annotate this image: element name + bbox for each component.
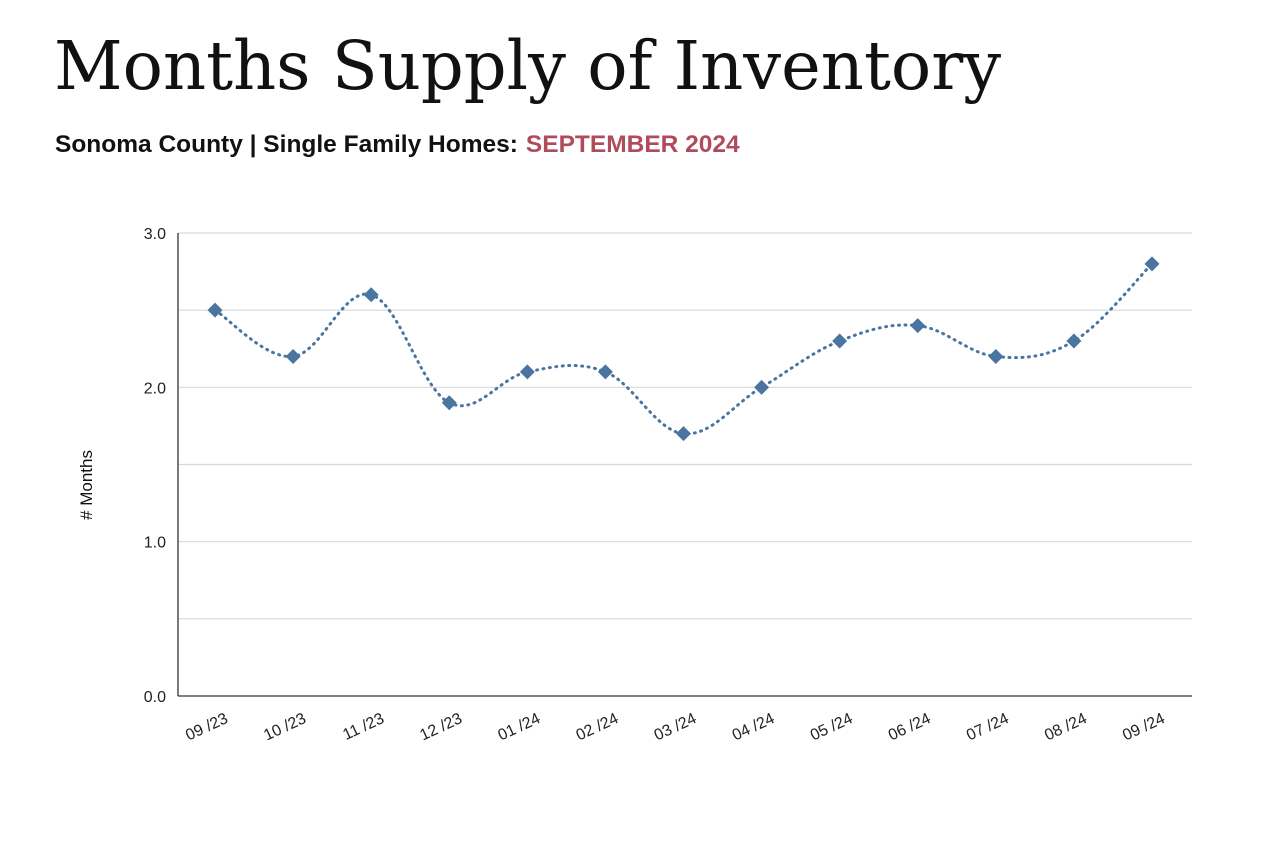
x-tick-label: 09 /23 [183,710,231,744]
x-tick-label: 04 /24 [730,710,778,744]
y-tick-label: 2.0 [144,380,166,397]
page-subtitle: Sonoma County | Single Family Homes: SEPT… [55,131,740,159]
x-tick-label: 06 /24 [886,710,934,744]
data-point-marker [1144,256,1160,272]
x-tick-label: 03 /24 [652,710,700,744]
x-tick-label: 11 /23 [340,710,387,744]
data-point-marker [363,287,379,303]
series-line [213,262,1154,436]
data-point-marker [519,364,535,380]
series [207,256,1160,442]
y-axis-title: # Months [77,450,96,520]
data-point-marker [676,426,691,442]
tick-labels: 0.0 1.0 2.0 3.0 09 /23 10 /23 11 /23 12 /23 01 /… [144,226,1168,744]
subtitle-period: SEPTEMBER 2024 [525,131,740,158]
x-tick-label: 10 /23 [261,710,309,744]
y-tick-label: 3.0 [144,226,166,243]
axes [177,233,1192,697]
page-title: Months Supply of Inventory [54,27,1002,105]
data-point-marker [1066,333,1082,349]
x-tick-label: 07 /24 [964,710,1012,744]
y-tick-label: 0.0 [144,689,166,706]
x-tick-label: 08 /24 [1042,710,1090,744]
data-point-marker [207,302,223,318]
data-point-marker [910,318,926,334]
data-point-marker [754,379,770,395]
x-tick-label: 01 /24 [496,710,544,744]
data-point-marker [441,395,457,411]
x-tick-label: 02 /24 [574,710,622,744]
y-tick-label: 1.0 [144,535,166,552]
x-tick-label: 12 /23 [417,710,465,744]
subtitle-region: Sonoma County | Single Family Homes: [55,131,518,158]
data-point-marker [597,364,613,380]
data-point-marker [285,348,301,364]
data-point-marker [988,348,1004,364]
grid-lines [178,232,1192,620]
data-point-marker [832,333,848,349]
x-tick-label: 05 /24 [808,710,856,744]
x-tick-label: 09 /24 [1120,710,1168,744]
